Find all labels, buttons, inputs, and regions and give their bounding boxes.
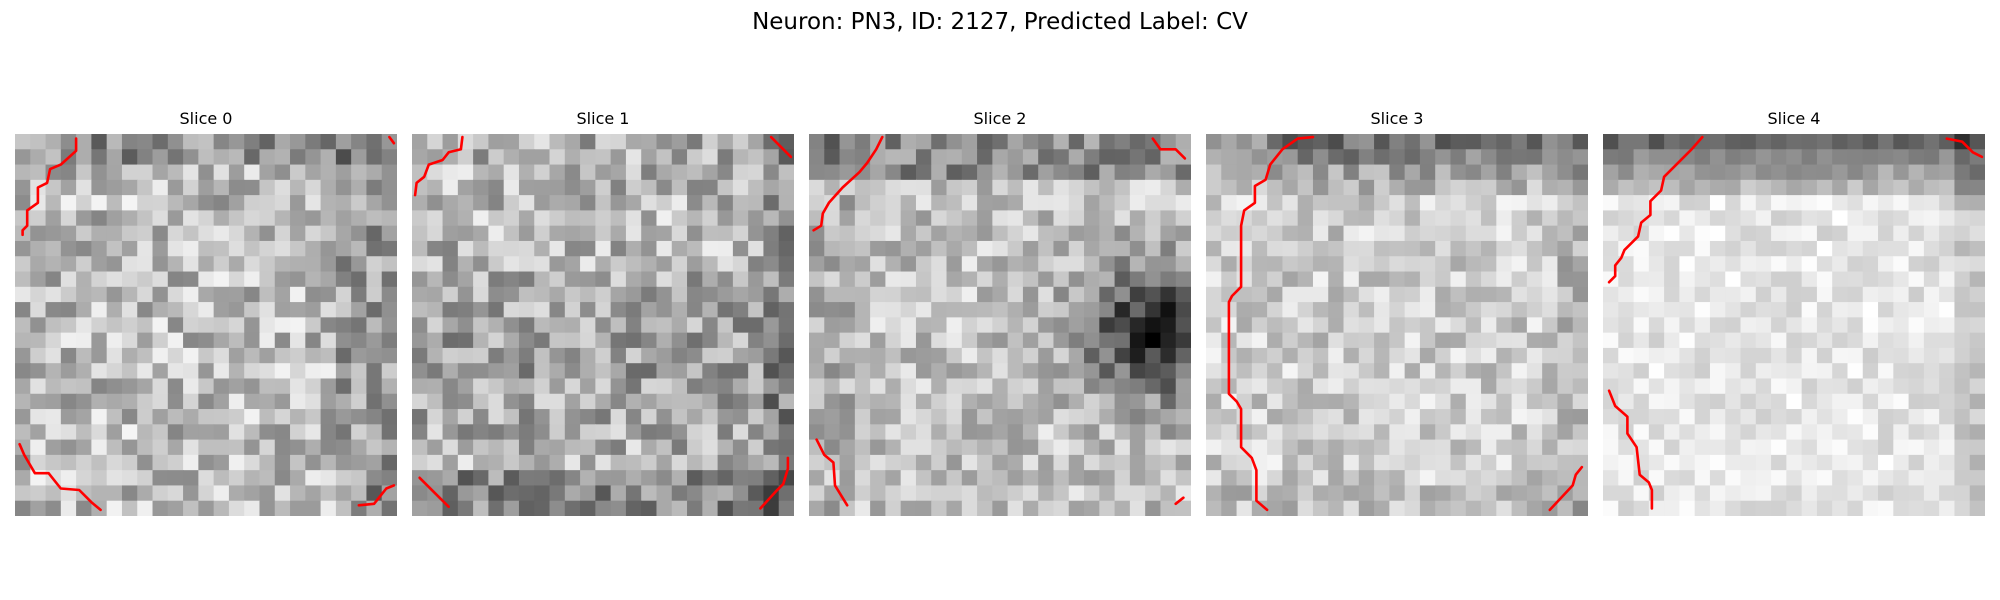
slice-image-2	[809, 134, 1191, 516]
slice-title-0: Slice 0	[15, 108, 397, 130]
slice-pixels-1	[412, 134, 794, 516]
slice-pixels-2	[809, 134, 1191, 516]
slice-pixels-0	[15, 134, 397, 516]
slice-title-3: Slice 3	[1206, 108, 1588, 130]
slice-image-3	[1206, 134, 1588, 516]
slice-pixels-3	[1206, 134, 1588, 516]
slice-image-1	[412, 134, 794, 516]
figure-title: Neuron: PN3, ID: 2127, Predicted Label: …	[0, 6, 2000, 38]
slice-title-1: Slice 1	[412, 108, 794, 130]
slice-title-4: Slice 4	[1603, 108, 1985, 130]
slice-image-4	[1603, 134, 1985, 516]
slice-image-0	[15, 134, 397, 516]
slice-title-2: Slice 2	[809, 108, 1191, 130]
